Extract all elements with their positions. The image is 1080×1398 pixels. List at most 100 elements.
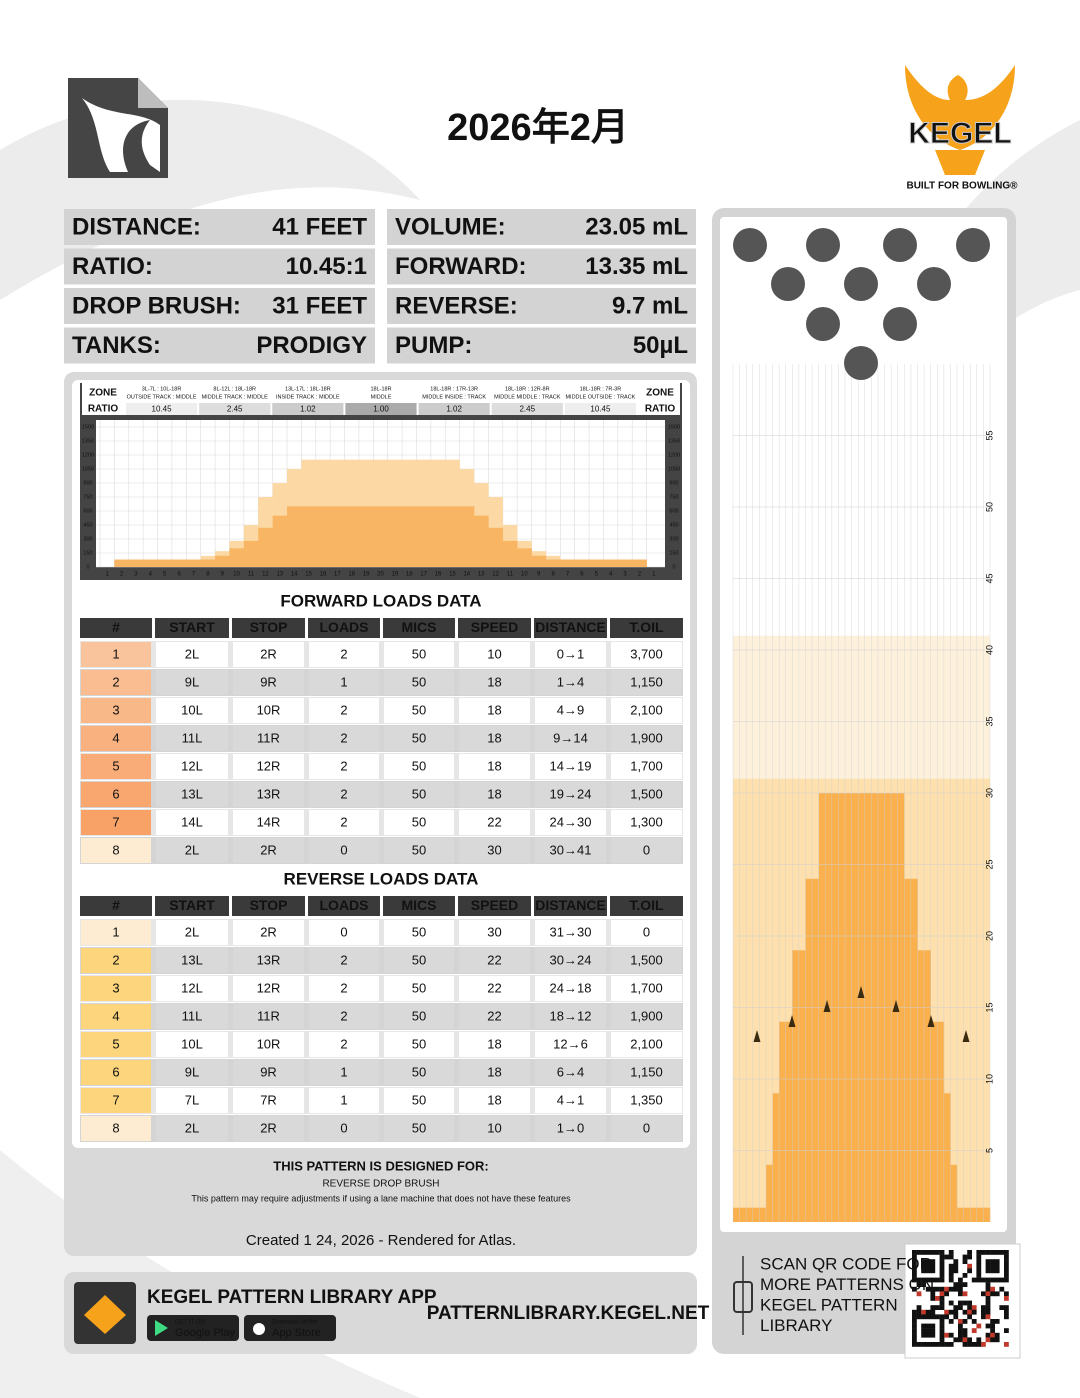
table-cell-text: 50 bbox=[412, 730, 426, 745]
table-cell-text: 0 bbox=[643, 842, 650, 857]
table-cell-text: 30 bbox=[487, 924, 501, 939]
table-cell bbox=[309, 642, 379, 667]
qr-module bbox=[958, 1282, 963, 1287]
table-cell-text: 10L bbox=[181, 1036, 203, 1051]
y-tick-label: 600 bbox=[83, 508, 92, 514]
zone-ratio-cell bbox=[418, 403, 490, 415]
table-cell bbox=[535, 782, 606, 807]
table-header: SPEED bbox=[471, 897, 518, 913]
qr-module bbox=[935, 1305, 940, 1310]
table-cell bbox=[233, 1088, 304, 1113]
pin bbox=[844, 267, 878, 301]
qr-module bbox=[1004, 1273, 1009, 1278]
qr-text: MORE PATTERNS ON bbox=[760, 1275, 934, 1294]
table-cell-text: 9L bbox=[185, 1064, 199, 1079]
table-cell bbox=[384, 782, 454, 807]
qr-module bbox=[1004, 1314, 1009, 1320]
table-cell-text: 1 bbox=[340, 674, 347, 689]
qr-module bbox=[971, 1305, 977, 1310]
qr-module bbox=[981, 1277, 986, 1283]
table-cell-text: 8 bbox=[112, 842, 119, 857]
qr-module bbox=[948, 1277, 954, 1283]
zone-header-label: ZONE bbox=[89, 388, 117, 399]
table-cell bbox=[233, 670, 304, 695]
table-cell bbox=[156, 698, 228, 723]
bar bbox=[301, 506, 317, 567]
qr-module bbox=[944, 1342, 949, 1347]
table-cell bbox=[309, 726, 379, 751]
table-header-cell bbox=[383, 618, 455, 638]
qr-module bbox=[1004, 1250, 1009, 1255]
table-cell bbox=[459, 1032, 530, 1057]
lane-oil bbox=[924, 950, 931, 1222]
table-cell-text: 22 bbox=[487, 980, 501, 995]
table-cell-text: 13L bbox=[181, 786, 203, 801]
table-cell bbox=[611, 670, 682, 695]
spec-label: TANKS: bbox=[72, 332, 161, 359]
apple-badge[interactable] bbox=[244, 1315, 336, 1341]
table-cell bbox=[535, 1032, 606, 1057]
table-cell bbox=[81, 838, 151, 863]
table-cell-text: 50 bbox=[412, 1120, 426, 1135]
table-cell bbox=[611, 642, 682, 667]
table-cell bbox=[384, 670, 454, 695]
table-cell-text: 22 bbox=[487, 1008, 501, 1023]
table-cell bbox=[81, 670, 151, 695]
table-cell bbox=[611, 948, 682, 973]
x-tick-label: 18 bbox=[348, 572, 355, 578]
table-cell-text: 30 bbox=[487, 842, 501, 857]
table-header-cell bbox=[534, 896, 607, 916]
qr-text: SCAN QR CODE FOR bbox=[760, 1254, 932, 1273]
lane-oil bbox=[910, 878, 918, 1222]
qr-module bbox=[981, 1314, 986, 1320]
qr-module bbox=[935, 1277, 940, 1283]
qr-module bbox=[925, 1332, 931, 1338]
qr-module bbox=[967, 1309, 972, 1315]
qr-module bbox=[976, 1254, 982, 1260]
qr-module bbox=[930, 1323, 936, 1329]
qr-module bbox=[971, 1328, 977, 1333]
lane-oil bbox=[792, 950, 800, 1222]
pin bbox=[883, 307, 917, 341]
apple-logo bbox=[253, 1323, 265, 1335]
x-tick-label: 16 bbox=[435, 572, 442, 578]
qr-module bbox=[944, 1314, 949, 1320]
table-cell bbox=[384, 810, 454, 835]
table-cell-text: 50 bbox=[412, 786, 426, 801]
table-cell-text: 12R bbox=[257, 758, 281, 773]
google-badge[interactable] bbox=[147, 1315, 239, 1341]
table-cell bbox=[459, 976, 530, 1001]
x-tick-label: 5 bbox=[163, 572, 167, 578]
table-cell bbox=[233, 1004, 304, 1029]
table-cell-text: 2R bbox=[260, 1120, 277, 1135]
table-cell-text: 5 bbox=[112, 758, 119, 773]
table-cell-text: 2 bbox=[340, 730, 347, 745]
bar bbox=[128, 559, 144, 567]
qr-module bbox=[930, 1296, 936, 1301]
qr-module bbox=[981, 1309, 986, 1315]
table-cell-text: 3,700 bbox=[630, 646, 663, 661]
table-cell bbox=[535, 976, 606, 1001]
qr-module bbox=[967, 1337, 972, 1343]
qr-module bbox=[985, 1337, 991, 1343]
table-cell bbox=[309, 1032, 379, 1057]
table-cell-text: 1,150 bbox=[630, 1064, 663, 1079]
table-cell bbox=[309, 1088, 379, 1113]
table-cell bbox=[459, 1116, 530, 1141]
qr-module bbox=[944, 1291, 949, 1297]
qr-module bbox=[921, 1328, 926, 1333]
x-tick-label: 1 bbox=[106, 572, 110, 578]
table-cell-text: 1,900 bbox=[630, 1008, 663, 1023]
table-cell-text: 18 bbox=[487, 702, 501, 717]
qr-module bbox=[912, 1286, 917, 1292]
qr-module bbox=[948, 1250, 954, 1255]
table-cell-text: 18 bbox=[487, 786, 501, 801]
x-tick-label: 17 bbox=[334, 572, 341, 578]
table-cell-text: 2L bbox=[185, 924, 199, 939]
x-tick-label: 3 bbox=[134, 572, 138, 578]
bar bbox=[200, 559, 216, 567]
table-cell bbox=[81, 810, 151, 835]
qr-module bbox=[985, 1309, 991, 1315]
table-cell-text: 12L bbox=[181, 758, 203, 773]
table-header: SPEED bbox=[471, 619, 518, 635]
